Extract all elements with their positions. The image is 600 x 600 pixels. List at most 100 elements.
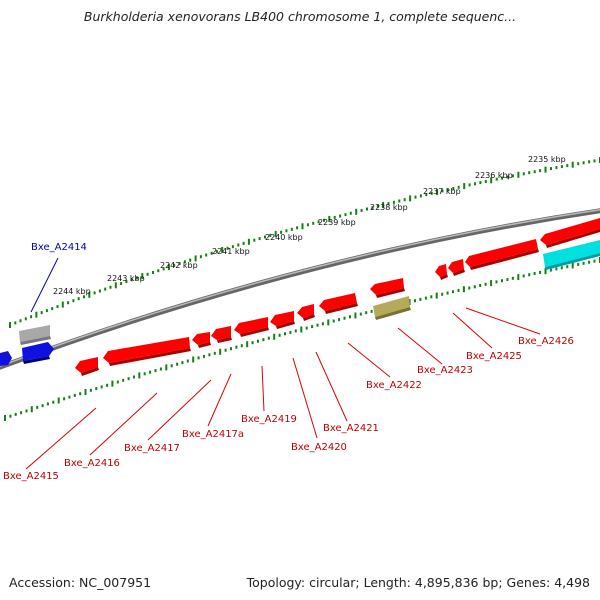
upper-ruler-tick <box>237 243 240 247</box>
gene-arrow-blue-left-edge[interactable] <box>0 351 12 366</box>
lower-ruler-tick <box>446 291 449 295</box>
gene-arrow-Bxe_A2421[interactable] <box>297 304 315 321</box>
gene-arrow-Bxe_A2416[interactable] <box>103 337 191 366</box>
gene-label-Bxe_A2417a[interactable]: Bxe_A2417a <box>182 429 244 440</box>
lower-ruler-tick <box>511 276 514 280</box>
scale-label-2237: 2237 kbp <box>423 187 461 196</box>
lower-ruler-tick <box>63 397 66 401</box>
upper-ruler-tick <box>183 260 186 264</box>
lower-ruler-tick <box>57 397 60 404</box>
lower-ruler-tick <box>588 260 591 264</box>
upper-ruler-tick <box>571 161 574 168</box>
upper-ruler-tick <box>301 223 304 230</box>
gene-arrow-blue-top[interactable] <box>22 342 54 364</box>
lower-ruler-tick <box>316 323 319 327</box>
lower-ruler-tick <box>127 377 130 381</box>
upper-ruler-tick <box>205 253 208 257</box>
gene-label-Bxe_A2420[interactable]: Bxe_A2420 <box>291 442 347 453</box>
lower-ruler-tick <box>517 274 520 281</box>
upper-ruler-tick <box>253 238 256 242</box>
lower-ruler-tick <box>321 322 324 326</box>
gene-label-Bxe_A2425[interactable]: Bxe_A2425 <box>466 351 522 362</box>
upper-ruler-tick <box>501 176 504 180</box>
lower-ruler-tick <box>186 359 189 363</box>
upper-ruler-tick <box>194 255 197 262</box>
upper-ruler-tick <box>474 182 476 186</box>
gene-label-Bxe_A2417[interactable]: Bxe_A2417 <box>124 443 180 454</box>
gene-label-Bxe_A2422[interactable]: Bxe_A2422 <box>366 380 422 391</box>
scale-label-2241: 2241 kbp <box>212 247 250 256</box>
gene-label-Bxe_A2419[interactable]: Bxe_A2419 <box>241 414 297 425</box>
upper-ruler-tick <box>555 166 558 170</box>
lower-ruler-tick <box>159 367 162 371</box>
gene-arrow-Bxe_A2417[interactable] <box>192 332 211 348</box>
gene-label-Bxe_A2415[interactable]: Bxe_A2415 <box>3 471 59 482</box>
lower-ruler-tick <box>14 412 17 416</box>
upper-ruler-tick <box>157 269 160 273</box>
gene-arrow-Bxe_A2422[interactable] <box>319 293 358 314</box>
gene-label-Bxe_A2414[interactable]: Bxe_A2414 <box>31 242 87 253</box>
upper-ruler-tick <box>382 202 385 208</box>
gene-arrow-Bxe_A2425a[interactable] <box>435 264 448 280</box>
upper-ruler-tick <box>436 189 439 196</box>
upper-ruler-tick <box>93 291 96 295</box>
upper-ruler-tick <box>528 171 531 175</box>
gene-label-Bxe_A2421[interactable]: Bxe_A2421 <box>323 423 379 434</box>
lower-ruler <box>4 257 600 421</box>
gene-feature-olive[interactable] <box>373 296 411 320</box>
upper-ruler-tick <box>67 301 70 305</box>
upper-ruler-tick <box>366 207 368 211</box>
lower-ruler-tick <box>95 387 98 391</box>
gene-feature-grey[interactable] <box>19 325 51 345</box>
lower-ruler-tick <box>20 411 23 415</box>
gene-arrow-Bxe_A2415[interactable] <box>75 357 99 376</box>
lower-ruler-tick <box>165 364 168 371</box>
lower-ruler-tick <box>528 273 531 277</box>
upper-ruler-tick <box>452 187 455 190</box>
gene-label-Bxe_A2423[interactable]: Bxe_A2423 <box>417 365 473 376</box>
lower-ruler-tick <box>435 292 438 299</box>
lower-ruler-tick <box>68 395 71 399</box>
lower-ruler-tick <box>133 375 135 379</box>
upper-ruler-tick <box>125 280 128 284</box>
upper-ruler-tick <box>120 282 123 285</box>
upper-ruler-tick <box>173 263 176 267</box>
upper-ruler-tick <box>109 285 112 289</box>
gene-feature-cyan[interactable] <box>543 240 600 270</box>
gene-label-Bxe_A2416[interactable]: Bxe_A2416 <box>64 458 120 469</box>
lower-ruler-tick <box>273 333 276 340</box>
upper-ruler-tick <box>387 202 390 206</box>
gene-arrow-Bxe_A2420[interactable] <box>270 311 295 329</box>
upper-ruler-tick <box>77 297 80 301</box>
upper-ruler-tick <box>419 194 422 198</box>
lower-ruler-tick <box>522 274 525 278</box>
lower-ruler-tick <box>52 400 55 404</box>
chromosome-backbone <box>0 208 600 370</box>
upper-ruler-tick <box>40 311 43 315</box>
gene-arrow-Bxe_A2419[interactable] <box>234 317 269 337</box>
upper-ruler-tick <box>178 262 181 266</box>
upper-ruler-tick <box>495 177 498 181</box>
lower-ruler-tick <box>354 312 357 319</box>
lower-ruler-tick <box>479 284 482 287</box>
upper-ruler-tick <box>45 309 48 313</box>
gene-label-Bxe_A2426[interactable]: Bxe_A2426 <box>518 336 574 347</box>
gene-arrow-Bxe_A2423[interactable] <box>370 278 405 298</box>
upper-ruler-tick <box>247 238 250 245</box>
upper-ruler-tick <box>290 227 293 231</box>
gene-arrow-Bxe_A2417a[interactable] <box>211 326 232 343</box>
gene-arrow-Bxe_A2426[interactable] <box>465 239 539 270</box>
upper-ruler-tick <box>210 251 213 255</box>
upper-ruler-tick <box>566 164 569 168</box>
lower-ruler-tick <box>484 282 487 286</box>
lower-ruler-tick <box>25 409 28 413</box>
lower-ruler-tick <box>9 414 12 418</box>
gene-arrow-right-edge[interactable] <box>540 218 600 248</box>
gene-arrow-Bxe_A2425[interactable] <box>448 259 465 276</box>
lower-ruler-tick <box>311 325 314 329</box>
lower-ruler-tick <box>116 380 119 384</box>
upper-ruler-tick <box>130 278 133 282</box>
upper-ruler-tick <box>264 235 266 239</box>
upper-ruler-tick <box>152 271 154 274</box>
